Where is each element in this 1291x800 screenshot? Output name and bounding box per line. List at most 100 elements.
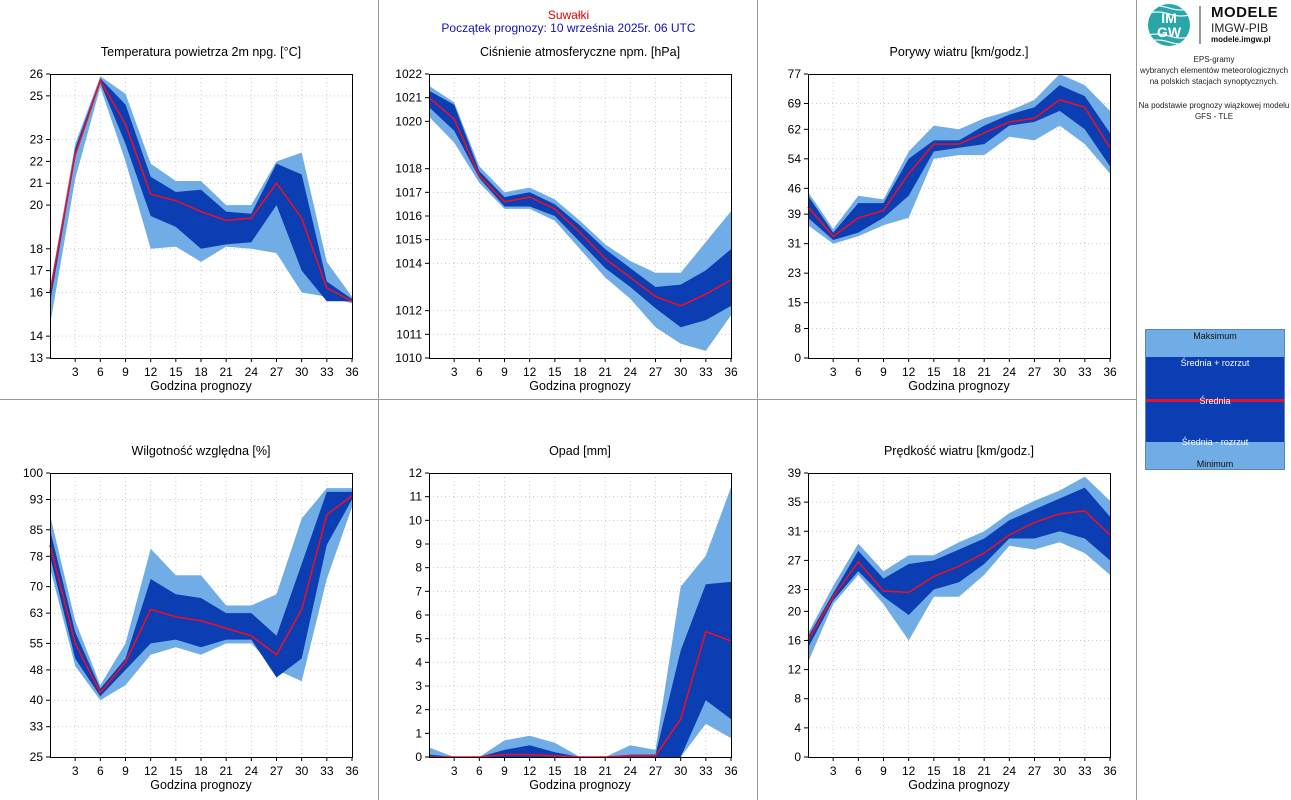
y-tick-label: 4 [415, 655, 422, 669]
x-tick-label: 21 [977, 764, 991, 778]
y-tick-label: 77 [788, 67, 802, 81]
x-tick-label: 36 [1103, 365, 1117, 379]
legend-band-min [1146, 442, 1284, 469]
x-tick-label: 6 [97, 365, 104, 379]
y-tick-label: 40 [30, 693, 44, 707]
x-tick-label: 24 [245, 365, 259, 379]
x-tick-label: 30 [1053, 365, 1067, 379]
y-tick-label: 8 [794, 692, 801, 706]
x-tick-label: 12 [144, 764, 158, 778]
mean-line [807, 98, 1111, 238]
x-axis-label: Godzina prognozy [529, 778, 631, 792]
x-tick-label: 33 [699, 764, 713, 778]
x-tick-label: 9 [880, 365, 887, 379]
y-tick-label: 48 [30, 663, 44, 677]
x-tick-label: 9 [501, 365, 508, 379]
y-tick-label: 27 [788, 553, 802, 567]
y-tick-label: 1014 [395, 256, 422, 270]
x-tick-label: 15 [169, 365, 183, 379]
y-tick-label: 23 [788, 266, 802, 280]
x-tick-label: 21 [598, 764, 612, 778]
legend-label-min: Minimum [1196, 459, 1234, 469]
x-tick-label: 30 [295, 365, 309, 379]
y-tick-label: 1011 [396, 327, 422, 341]
x-tick-label: 24 [624, 764, 638, 778]
x-tick-label: 9 [501, 764, 508, 778]
y-tick-label: 1016 [395, 209, 422, 223]
x-tick-label: 24 [624, 365, 638, 379]
x-axis-label: Godzina prognozy [150, 379, 252, 393]
legend-label-max: Maksimum [1193, 331, 1237, 341]
y-tick-label: 33 [30, 720, 44, 734]
x-tick-label: 33 [1078, 365, 1092, 379]
y-tick-label: 35 [788, 495, 802, 509]
x-tick-label: 18 [194, 764, 208, 778]
y-tick-label: 17 [30, 264, 44, 278]
y-tick-label: 1012 [395, 304, 422, 318]
x-axis-label: Godzina prognozy [908, 379, 1010, 393]
y-tick-label: 1022 [395, 67, 422, 81]
y-tick-label: 18 [30, 242, 44, 256]
y-tick-label: 13 [30, 351, 44, 365]
y-tick-label: 16 [788, 633, 802, 647]
y-tick-label: 69 [788, 97, 802, 111]
x-tick-label: 27 [649, 764, 663, 778]
y-tick-label: 78 [30, 549, 44, 563]
legend-label-mean: Średnia [1199, 396, 1231, 406]
y-tick-label: 1021 [395, 91, 422, 105]
y-tick-label: 3 [415, 679, 422, 693]
mean-line [807, 510, 1111, 641]
y-tick-label: 1020 [395, 114, 422, 128]
x-tick-label: 6 [476, 764, 483, 778]
y-tick-label: 26 [30, 67, 44, 81]
chart-title: Wilgotność względna [%] [132, 444, 271, 458]
model-line-2: GFS - TLE [1194, 112, 1234, 121]
band-mean-spread [808, 85, 1110, 240]
band-mean-spread [808, 487, 1110, 648]
y-tick-label: 15 [788, 296, 802, 310]
x-tick-label: 27 [270, 365, 284, 379]
y-tick-label: 7 [415, 584, 422, 598]
info-sidebar: IM GW MODELE IMGW-PIB modele.imgw.pl EPS… [1137, 0, 1291, 800]
y-tick-label: 1017 [395, 185, 422, 199]
y-tick-label: 0 [794, 351, 801, 365]
x-tick-label: 33 [320, 764, 334, 778]
logo-subtitle: IMGW-PIB [1211, 21, 1269, 35]
y-tick-label: 20 [788, 604, 802, 618]
x-tick-label: 3 [830, 764, 837, 778]
x-tick-label: 6 [97, 764, 104, 778]
x-tick-label: 9 [122, 764, 129, 778]
y-tick-label: 39 [788, 466, 802, 480]
y-tick-label: 93 [30, 493, 44, 507]
chart-title: Prędkość wiatru [km/godz.] [884, 444, 1034, 458]
y-tick-label: 39 [788, 207, 802, 221]
x-tick-label: 15 [548, 365, 562, 379]
chart-title: Temperatura powietrza 2m npg. [°C] [101, 45, 301, 59]
x-tick-label: 24 [1003, 764, 1017, 778]
x-tick-label: 21 [219, 764, 233, 778]
x-tick-label: 27 [1028, 365, 1042, 379]
y-tick-label: 62 [788, 122, 802, 136]
x-axis-label: Godzina prognozy [908, 778, 1010, 792]
band-mean-spread [50, 78, 352, 304]
band-mean-spread [429, 90, 731, 328]
x-tick-label: 36 [1103, 764, 1117, 778]
y-tick-label: 23 [788, 583, 802, 597]
x-tick-label: 9 [880, 764, 887, 778]
y-tick-label: 12 [409, 466, 423, 480]
band-min-max [429, 487, 731, 757]
x-tick-label: 27 [270, 764, 284, 778]
y-tick-label: 1010 [395, 351, 422, 365]
band-min-max [429, 85, 731, 351]
legend-label-mean-minus: Średnia - rozrzut [1181, 437, 1249, 447]
x-tick-label: 18 [194, 365, 208, 379]
chart-title: Porywy wiatru [km/godz.] [890, 45, 1029, 59]
y-tick-label: 25 [30, 89, 44, 103]
x-tick-label: 15 [548, 764, 562, 778]
x-tick-label: 15 [927, 365, 941, 379]
x-tick-label: 3 [72, 365, 79, 379]
legend-label-mean-plus: Średnia + rozrzut [1180, 358, 1250, 368]
y-tick-label: 31 [788, 524, 802, 538]
